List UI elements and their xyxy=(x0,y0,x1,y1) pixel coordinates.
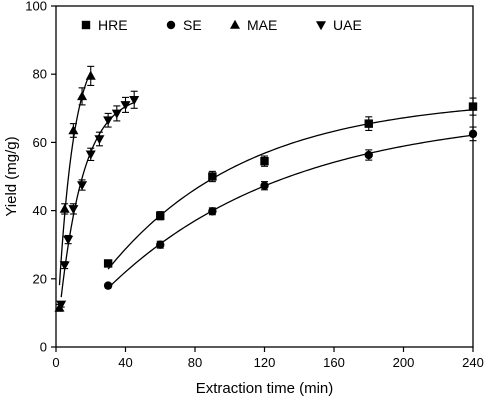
point-uae-1 xyxy=(59,261,70,271)
point-mae-1 xyxy=(59,203,70,213)
point-uae-9 xyxy=(120,101,131,111)
point-uae-3 xyxy=(68,205,79,215)
point-hre-1 xyxy=(156,211,165,220)
y-tick-label-40: 40 xyxy=(33,203,47,218)
point-mae-2 xyxy=(68,125,79,135)
point-uae-6 xyxy=(94,135,105,145)
y-tick-label-0: 0 xyxy=(40,340,47,355)
y-tick-label-80: 80 xyxy=(33,67,47,82)
y-axis-label: Yield (mg/g) xyxy=(3,136,20,216)
x-axis-label: Extraction time (min) xyxy=(196,380,334,397)
legend-label-uae: UAE xyxy=(333,17,362,33)
point-hre-2 xyxy=(208,172,217,181)
legend-label-hre: HRE xyxy=(98,17,128,33)
point-uae-5 xyxy=(85,150,96,160)
point-se-2 xyxy=(208,207,217,216)
x-tick-label-120: 120 xyxy=(254,355,276,370)
legend-item-se: SE xyxy=(166,17,202,33)
point-hre-0 xyxy=(103,259,113,268)
point-se-4 xyxy=(364,150,373,160)
x-tick-label-160: 160 xyxy=(323,355,345,370)
y-axis-ticks: 0 20 40 60 80 100 xyxy=(25,0,56,355)
x-axis-ticks: 0 40 80 120 160 200 240 xyxy=(52,347,484,370)
y-tick-label-100: 100 xyxy=(25,0,47,14)
x-tick-label-80: 80 xyxy=(188,355,202,370)
y-tick-label-60: 60 xyxy=(33,135,47,150)
x-tick-label-0: 0 xyxy=(52,355,59,370)
fit-curve-mae xyxy=(58,71,92,286)
legend-marker-hre xyxy=(81,20,91,30)
legend-item-mae: MAE xyxy=(230,17,277,33)
point-se-1 xyxy=(156,240,165,249)
point-uae-2 xyxy=(63,235,74,245)
point-hre-4 xyxy=(364,119,373,128)
point-mae-0 xyxy=(54,302,65,312)
legend-label-mae: MAE xyxy=(247,17,277,33)
x-tick-label-240: 240 xyxy=(462,355,484,370)
data-markers xyxy=(54,70,478,312)
point-uae-7 xyxy=(103,116,114,126)
x-tick-label-200: 200 xyxy=(393,355,415,370)
point-uae-0 xyxy=(56,300,67,310)
fit-curve-se xyxy=(107,134,474,289)
point-se-3 xyxy=(260,181,269,190)
legend-marker-uae xyxy=(316,21,326,31)
point-mae-3 xyxy=(77,91,88,101)
point-uae-8 xyxy=(111,109,122,119)
point-mae-4 xyxy=(85,70,96,80)
legend-item-hre: HRE xyxy=(81,17,128,33)
legend-item-uae: UAE xyxy=(316,17,362,33)
point-uae-10 xyxy=(129,95,140,105)
legend-label-se: SE xyxy=(183,17,202,33)
legend-marker-se xyxy=(166,20,176,30)
point-uae-4 xyxy=(77,181,88,191)
y-tick-label-20: 20 xyxy=(33,271,47,286)
point-se-0 xyxy=(103,281,113,290)
point-hre-3 xyxy=(260,156,269,166)
legend: HRE SE MAE UAE xyxy=(81,17,362,33)
legend-marker-mae xyxy=(230,19,240,29)
fit-curve-hre xyxy=(107,109,474,270)
x-tick-label-40: 40 xyxy=(118,355,132,370)
plot-frame xyxy=(55,5,474,348)
